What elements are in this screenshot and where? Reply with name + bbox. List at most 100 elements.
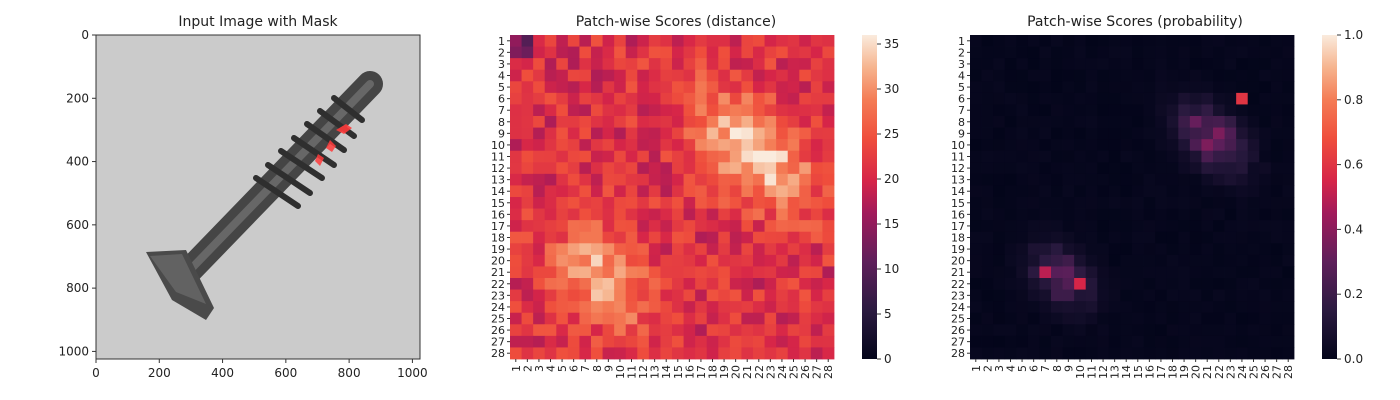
heatmap-cell [672,127,684,140]
heatmap-cell [683,116,696,128]
heatmap-cell [1004,289,1017,302]
heatmap-cell [822,58,835,71]
heatmap-cell [1143,58,1156,71]
heatmap-cell [706,150,719,163]
heatmap-xtick-label: 26 [1259,365,1272,379]
heatmap-cell [1039,347,1052,360]
heatmap-cell [695,185,708,198]
heatmap-cell [741,243,754,256]
heatmap-cell [1166,162,1179,175]
heatmap-cell [799,289,812,302]
heatmap-cell [1074,301,1087,314]
heatmap-cell [695,312,708,325]
heatmap-cell [672,335,684,348]
heatmap-cell [1016,301,1029,314]
heatmap-cell [1155,185,1168,198]
heatmap-cell [1085,289,1098,302]
heatmap-cell [1189,116,1202,128]
heatmap-cell [1236,208,1249,221]
heatmap-cell [1224,197,1237,209]
heatmap-cell [753,185,765,198]
heatmap-cell [1004,69,1017,82]
heatmap-cell [1062,58,1075,71]
heatmap-cell [1051,139,1063,152]
heatmap-ytick-label: 22 [491,278,505,291]
heatmap-cell [1282,197,1295,209]
heatmap-cell [672,162,684,175]
heatmap-cell [1201,58,1214,71]
heatmap-cell [764,254,777,267]
heatmap-cell [591,69,603,82]
heatmap-cell [993,81,1006,94]
heatmap-cell [1085,104,1098,117]
heatmap-cell [510,289,522,302]
heatmap-cell [614,220,627,233]
heatmap-cell [510,254,522,267]
heatmap-xtick-label: 23 [1224,365,1237,379]
heatmap-cell [648,116,661,128]
heatmap-cell [625,243,638,256]
heatmap-cell [1178,139,1191,152]
heatmap-xtick-label: 10 [614,365,627,379]
heatmap-cell [1224,46,1237,59]
heatmap-cell [1085,69,1098,82]
heatmap-cell [602,116,615,128]
heatmap-cell [764,173,777,186]
heatmap-cell [1189,312,1202,325]
heatmap-cell [799,92,812,105]
heatmap-cell [1120,46,1133,59]
heatmap-cell [521,197,534,209]
heatmap-cell [533,347,546,360]
image-ytick-label: 200 [66,91,89,105]
heatmap-cell [556,35,569,47]
heatmap-cell [1166,243,1179,256]
heatmap-cell [648,35,661,47]
heatmap-cell [1085,208,1098,221]
heatmap-cell [591,150,603,163]
heatmap-cell [1166,289,1179,302]
heatmap-cell [648,92,661,105]
heatmap-cell [1004,266,1017,279]
heatmap-cell [1004,116,1017,128]
heatmap-cell [787,324,800,337]
heatmap-xtick-label: 28 [1282,365,1295,379]
heatmap-cell [1166,35,1179,47]
heatmap-cell [718,104,731,117]
heatmap-cell [544,220,557,233]
heatmap-cell [1016,266,1029,279]
heatmap-cell [533,116,546,128]
heatmap-cell [556,208,569,221]
heatmap-cell [637,69,650,82]
heatmap-cell [1166,324,1179,337]
heatmap-cell [1108,58,1121,71]
heatmap-cell [1108,104,1121,117]
heatmap-ytick-label: 27 [951,336,965,349]
heatmap-cell [660,289,673,302]
heatmap-cell [1201,92,1214,105]
heatmap-xtick-label: 24 [1236,365,1249,379]
heatmap-cell [521,278,534,290]
heatmap-cell [579,197,592,209]
heatmap-cell [1189,58,1202,71]
heatmap-cell [810,127,823,140]
probability-heatmap-ticks: 1234567891011121314151617181920212223242… [951,35,1295,379]
colorbar-tick-label: 0.8 [1344,93,1363,107]
heatmap-cell [1247,69,1260,82]
heatmap-cell [1016,289,1029,302]
heatmap-cell [753,197,765,209]
heatmap-cell [1155,150,1168,163]
heatmap-cell [648,46,661,59]
heatmap-cell [1004,243,1017,256]
heatmap-cell [729,208,742,221]
heatmap-cell [637,254,650,267]
heatmap-cell [1085,324,1098,337]
heatmap-cell [1132,81,1144,94]
heatmap-cell [718,324,731,337]
heatmap-cell [660,347,673,360]
heatmap-cell [521,312,534,325]
heatmap-ytick-label: 7 [498,104,505,117]
heatmap-cell [1120,197,1133,209]
heatmap-cell [787,127,800,140]
heatmap-cell [993,127,1006,140]
heatmap-cell [810,58,823,71]
